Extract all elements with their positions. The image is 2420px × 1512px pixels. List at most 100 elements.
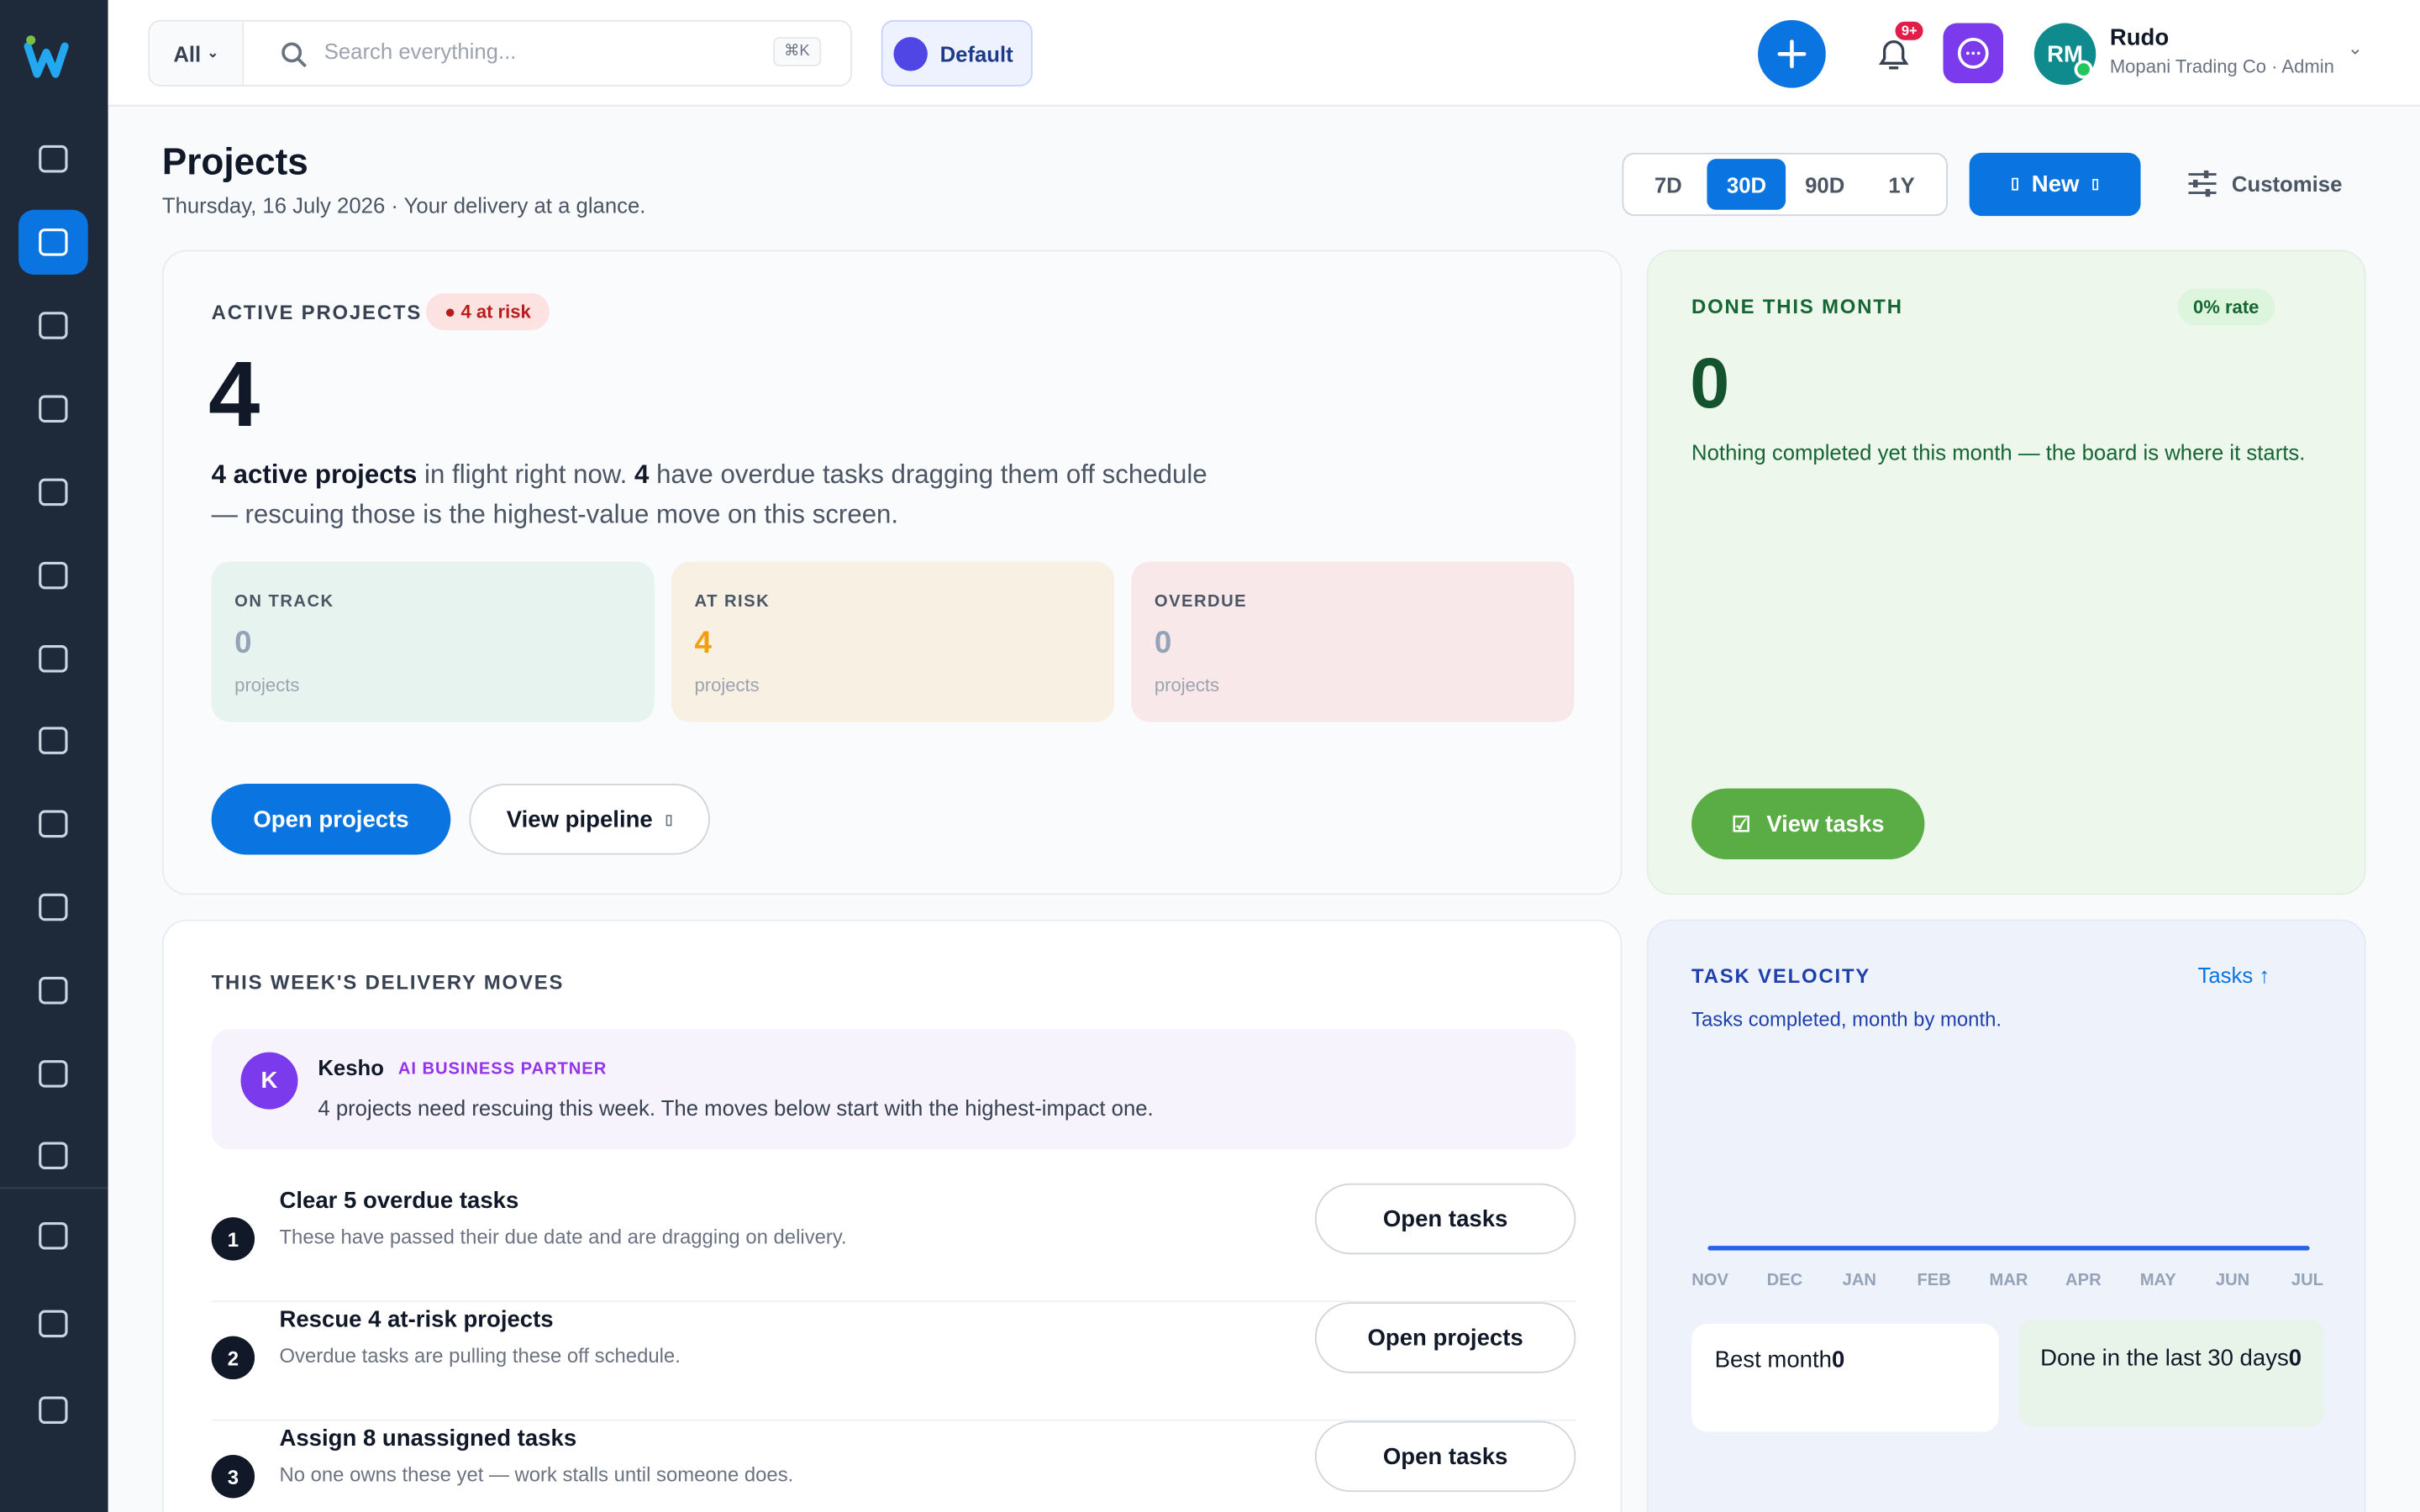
stat-unit: projects: [1154, 674, 1220, 696]
user-subtitle: Mopani Trading Co · Admin: [2109, 55, 2334, 77]
move-row: 1 Clear 5 overdue tasks These have passed …: [211, 1183, 1576, 1303]
range-option[interactable]: 90D: [1805, 171, 1845, 197]
workspace-icon: [893, 36, 928, 71]
move-action[interactable]: Open tasks: [1314, 1183, 1576, 1255]
tasks-link[interactable]: Tasks ↑: [2197, 963, 2270, 988]
add-button[interactable]: [1758, 19, 1826, 88]
chat-button[interactable]: [1943, 23, 2004, 84]
view-pipeline-button[interactable]: View pipeline ▯: [469, 784, 710, 855]
customise-icon: [2188, 170, 2217, 197]
nav-icon[interactable]: [39, 1310, 68, 1338]
stat-value: 0: [234, 626, 252, 661]
nav-icon[interactable]: [39, 144, 68, 173]
sidebar: [0, 0, 108, 1512]
move-row: 2 Rescue 4 at-risk projects Overdue tasks …: [211, 1302, 1576, 1421]
nav-icon[interactable]: [39, 561, 68, 590]
nav-icon[interactable]: [39, 478, 68, 507]
card-label: ACTIVE PROJECTS: [211, 301, 423, 324]
nav-icon-shape: [39, 312, 68, 339]
stat-overdue: OVERDUE 0 projects: [1131, 561, 1575, 722]
stat-label: ON TRACK: [234, 592, 334, 612]
x-tick-label: MAY: [2140, 1271, 2177, 1289]
nav-icon[interactable]: [39, 1221, 68, 1250]
velocity-subtitle: Tasks completed, month by month.: [1691, 1007, 2002, 1031]
nav-icon[interactable]: [39, 893, 68, 921]
range-option[interactable]: 30D: [1706, 159, 1786, 210]
page-title: Projects: [161, 141, 308, 184]
stat-value: 0: [1831, 1347, 1845, 1373]
assistant-name: Kesho: [318, 1055, 384, 1080]
workspace-button[interactable]: Default: [881, 19, 1033, 87]
nav-icon[interactable]: [39, 727, 68, 754]
nav-icon[interactable]: [39, 645, 68, 673]
nav-icon-shape: [39, 1310, 68, 1338]
search-placeholder: Search everything...: [324, 38, 517, 64]
assistant-avatar: K: [240, 1052, 298, 1110]
nav-icon-shape: [39, 1396, 68, 1425]
user-chevron[interactable]: ⌄: [2347, 37, 2364, 59]
page-subtitle: Thursday, 16 July 2026 · Your delivery a…: [161, 192, 646, 218]
active-nav[interactable]: [18, 209, 88, 275]
nav-icon-shape: [39, 1060, 68, 1088]
summary: 4 active projects in flight right now. 4…: [212, 455, 1230, 536]
move-number: 3: [211, 1455, 255, 1499]
chevron: ⌄: [207, 45, 219, 60]
move-title: Clear 5 overdue tasks: [279, 1188, 519, 1215]
logo-dot: [26, 35, 36, 45]
move-title: Assign 8 unassigned tasks: [279, 1425, 577, 1452]
range-option[interactable]: 1Y: [1888, 171, 1915, 197]
nav-icon[interactable]: [39, 810, 68, 838]
risk-badge-text: 4 at risk: [460, 301, 531, 323]
new-button[interactable]: ▯ New ▯: [1969, 152, 2141, 217]
nav-icon-shape: [39, 144, 68, 173]
new-label: New: [2031, 171, 2080, 198]
nav-icon[interactable]: [39, 395, 68, 423]
range-option[interactable]: 7D: [1654, 171, 1682, 197]
stat-value: 0: [1154, 626, 1172, 661]
stat-at-risk: AT RISK 4 projects: [671, 561, 1115, 722]
nav-icon[interactable]: [39, 312, 68, 339]
nav-icon-shape: [39, 1221, 68, 1250]
summary-text: have overdue tasks dragging them off sch…: [211, 459, 1207, 530]
bell-icon[interactable]: [1874, 34, 1914, 74]
customise-label[interactable]: Customise: [2231, 171, 2343, 197]
stat-value: 0: [2288, 1345, 2302, 1372]
done-last-30: Done in the last 30 days0: [2018, 1319, 2325, 1427]
nav-icon[interactable]: [39, 976, 68, 1005]
card-label: THIS WEEK'S DELIVERY MOVES: [211, 970, 565, 994]
x-tick-label: MAR: [1990, 1271, 2028, 1289]
nav-icon-shape: [39, 645, 68, 673]
x-tick-label: FEB: [1917, 1271, 1950, 1289]
nav-icon[interactable]: [39, 1396, 68, 1425]
move-text: Overdue tasks are pulling these off sche…: [279, 1343, 681, 1368]
logo: [24, 42, 69, 78]
move-action[interactable]: Open projects: [1314, 1302, 1576, 1373]
stat-value: 4: [694, 626, 712, 661]
notification-badge: 9+: [1895, 21, 1924, 40]
x-tick-label: DEC: [1767, 1271, 1803, 1289]
nav-icon[interactable]: [39, 1060, 68, 1088]
stat-label: Best month: [1714, 1347, 1832, 1373]
stat-label: Done in the last 30 days: [2040, 1345, 2289, 1372]
assistant-message: 4 projects need rescuing this week. The …: [318, 1095, 1154, 1121]
card-label: TASK VELOCITY: [1691, 963, 1871, 988]
move-text: These have passed their due date and are…: [279, 1225, 847, 1248]
search-box[interactable]: All ⌄ Search everything... ⌘K: [148, 19, 852, 87]
nav-icon[interactable]: [39, 1142, 68, 1169]
active-projects-card: ACTIVE PROJECTS ● 4 at risk 4 4 active p…: [161, 249, 1623, 895]
nav-icon[interactable]: [39, 228, 68, 256]
user-name: Rudo: [2109, 24, 2170, 51]
assistant-box: K Kesho AI BUSINESS PARTNER 4 projects n…: [211, 1029, 1576, 1150]
button-label: View pipeline: [506, 806, 653, 832]
rate-badge: 0% rate: [2177, 288, 2275, 326]
view-tasks-button[interactable]: ☑ View tasks: [1691, 788, 1925, 860]
filter[interactable]: All ⌄: [150, 21, 245, 86]
range-selector: 7D 30D 90D 1Y: [1622, 152, 1948, 217]
open-projects-button[interactable]: Open projects: [211, 784, 451, 855]
move-action[interactable]: Open tasks: [1314, 1420, 1576, 1493]
x-tick-label: APR: [2065, 1271, 2102, 1289]
velocity-card: TASK VELOCITY Tasks ↑ Tasks completed, m…: [1646, 919, 2366, 1512]
delivery-moves-card: THIS WEEK'S DELIVERY MOVES K Kesho AI BU…: [161, 919, 1623, 1512]
